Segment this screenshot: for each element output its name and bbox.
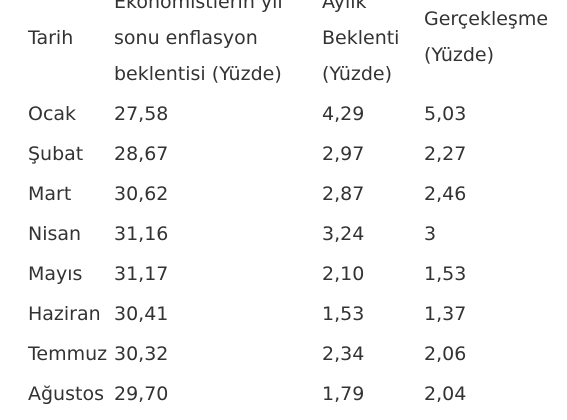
realization-cell: 2,06 [424,343,467,365]
month-cell: Ocak [28,103,77,125]
monthly-expectation-cell: 4,29 [322,103,365,125]
realization-cell: 3 [424,223,437,245]
header-year-end-expectation: Ekonomistlerin yıl sonu enflasyon beklen… [114,0,283,85]
month-cell: Mart [28,183,72,205]
year-end-cell: 30,41 [114,303,169,325]
realization-cell: 2,46 [424,183,467,205]
monthly-expectation-cell: 2,97 [322,143,365,165]
monthly-expectation-cell: 2,10 [322,263,365,285]
year-end-cell: 28,67 [114,143,169,165]
header-realization: Gerçekleşme (Yüzde) [424,8,549,66]
month-cell: Mayıs [28,263,83,285]
monthly-expectation-cell: 1,79 [322,383,365,405]
year-end-cell: 27,58 [114,103,169,125]
year-end-cell: 30,62 [114,183,169,205]
realization-cell: 2,04 [424,383,467,405]
month-cell: Haziran [28,303,101,325]
monthly-expectation-cell: 2,34 [322,343,365,365]
month-cell: Ağustos [28,383,104,405]
realization-cell: 5,03 [424,103,467,125]
month-cell: Şubat [28,143,84,165]
year-end-cell: 31,17 [114,263,169,285]
realization-cell: 2,27 [424,143,467,165]
month-cell: Temmuz [28,343,108,365]
year-end-cell: 30,32 [114,343,169,365]
realization-cell: 1,37 [424,303,467,325]
header-date: Tarih [28,27,74,49]
year-end-cell: 31,16 [114,223,169,245]
realization-cell: 1,53 [424,263,467,285]
monthly-expectation-cell: 1,53 [322,303,365,325]
monthly-expectation-cell: 3,24 [322,223,365,245]
monthly-expectation-cell: 2,87 [322,183,365,205]
year-end-cell: 29,70 [114,383,169,405]
month-cell: Nisan [28,223,82,245]
header-monthly-expectation: Aylık Beklenti (Yüzde) [322,0,400,85]
